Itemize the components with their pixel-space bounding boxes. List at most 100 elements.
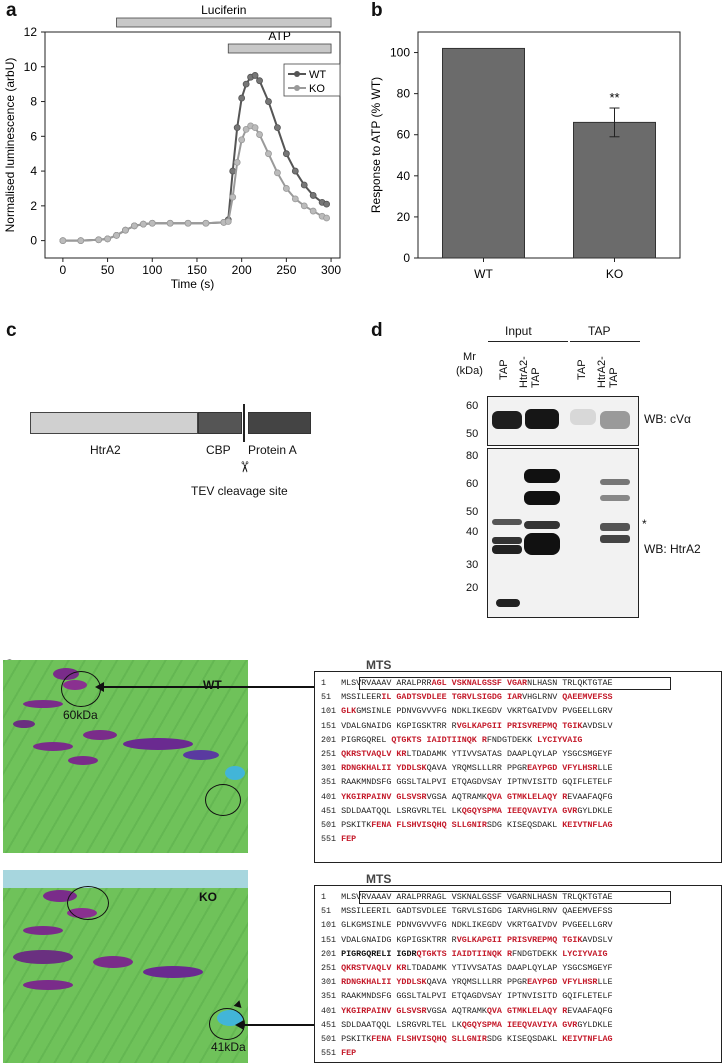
sequence-segment: MSSILEER: [341, 692, 382, 703]
data-point-KO: [282, 185, 290, 192]
sequence-segment: LTDADAMK YTIVVSATAS DAAPLQYLAP YSGCSMGEY…: [406, 749, 613, 759]
sequence-segment: 451: [321, 1019, 342, 1030]
plot-frame-a: [44, 31, 341, 259]
y-axis-label: Response to ATP (% WT): [369, 77, 383, 213]
bar-KO: [573, 121, 656, 259]
sequence-line: 451 SDLDAATQQL LSRGVRLTEL LKQGQYSPMA IEE…: [321, 1020, 613, 1030]
sequence-segment: 501: [321, 820, 342, 830]
sequence-line: 451 SDLDAATQQL LSRGVRLTEL LKQGQYSPMA IEE…: [321, 806, 613, 816]
x-tick-label: KO: [606, 267, 623, 281]
tev-cleavage-label: TEV cleavage site: [191, 484, 288, 498]
data-point-KO: [95, 236, 103, 244]
sequence-line: 151 VDALGNAIDG KGPIGSKTRR RVGLKAPGII PRI…: [321, 935, 613, 945]
sequence-segment: RDNGKHALII YDDLSK: [341, 763, 427, 774]
sequence-segment: QKTGTAE: [577, 678, 613, 688]
sequence-segment: FENA FLSHVISQHQ SLLGNIR: [371, 1034, 487, 1044]
sequence-segment: PIGRGQREL: [341, 734, 392, 745]
x-tick-label: 100: [142, 263, 162, 277]
sequence-segment: QAVA YRQMSLLLRR PPGR: [426, 977, 528, 988]
sequence-segment: NLHASN TRL: [527, 678, 578, 688]
sequence-segment: LTDADAMK YTIVVSATAS DAAPLQYLAP YSGCSMGEY…: [406, 963, 613, 973]
sequence-segment: GMSINLE PDNVGVVVFG NDKLIKEGDV VKRTGAIVDV…: [356, 706, 613, 717]
sequence-line: 251 QKRSTVAQLV KRLTDADAMK YTIVVSATAS DAA…: [321, 963, 613, 973]
legend-marker: [294, 85, 300, 91]
group-line-input: [488, 341, 568, 342]
sequence-segment: 201: [321, 734, 342, 745]
htra2-label: HtrA2: [90, 443, 121, 457]
gel-ko-label: KO: [199, 890, 217, 904]
panel-label-a: a: [6, 0, 17, 21]
lane-label-1: TAP: [498, 359, 510, 380]
lane-label-2: HtrA2- TAP: [518, 356, 542, 388]
data-point-WT: [251, 72, 259, 79]
y-tick-label: 10: [24, 60, 38, 74]
data-point-KO: [274, 169, 281, 177]
sequence-segment: RDNGKHALII YDDLSK: [341, 977, 427, 988]
sequence-segment: QKRSTVAQLV KR: [341, 963, 407, 973]
series-line-KO: [62, 124, 327, 242]
x-axis-label: Time (s): [171, 277, 215, 291]
tev-cleavage-marker: [243, 404, 245, 442]
sequence-segment: 201: [321, 948, 342, 959]
top-marker-60: 60: [466, 400, 479, 412]
data-point-WT: [233, 124, 241, 132]
data-point-WT: [265, 98, 272, 105]
sequence-line: 251 QKRSTVAQLV KRLTDADAMK YTIVVSATAS DAA…: [321, 749, 613, 759]
y-tick-label: 20: [397, 210, 411, 224]
y-tick-label: 80: [397, 87, 411, 101]
gel-ko: KO 41kDa: [3, 870, 248, 1063]
sequence-segment: YKGIRPAINV GLSVSR: [341, 791, 427, 802]
sequence-segment: QAEEMVEFSS: [562, 692, 613, 703]
sequence-line: 201 PIGRGQREL QTGKTS IAIDTIINQK RFNDGTDE…: [321, 735, 582, 745]
sequence-segment: 151: [321, 720, 342, 731]
mr-label: Mr (kDa): [456, 351, 483, 377]
group-label-tap: TAP: [588, 324, 611, 338]
y-tick-label: 8: [30, 95, 37, 109]
group-label-input: Input: [505, 324, 532, 338]
sequence-line: 351 RAAKMNDSFG GGSLTALPVI ETQAGDVSAY IPT…: [321, 777, 613, 787]
x-tick-label: WT: [474, 267, 493, 281]
sequence-segment: 401: [321, 791, 342, 802]
panel-label-c: c: [6, 320, 17, 341]
sequence-segment: 251: [321, 749, 342, 759]
series-line-WT: [62, 74, 327, 242]
sequence-segment: GYLDKLE: [577, 805, 613, 816]
sequence-segment: EVAAFAQFG: [567, 1005, 613, 1016]
treatment-bar-label: Luciferin: [201, 3, 246, 17]
lane-label-3: TAP: [576, 359, 588, 380]
wt-sequence-box: 1 MLSVRVAAAV ARALPRRAGL VSKNALGSSF VGARN…: [314, 671, 722, 863]
chart-a: 0 50 100 150 200 250 300 0 2 4 6 8 10 12 Time (s) Norma…: [3, 3, 341, 291]
sequence-segment: AGL VSKNALGSSF VGAR: [431, 678, 528, 688]
sequence-line: 401 YKGIRPAINV GLSVSRVGSA AQTRAMKQVA GTM…: [321, 792, 613, 802]
data-point-KO: [251, 124, 259, 132]
bottom-marker-30: 30: [466, 559, 479, 571]
sequence-segment: FNDGTDEKK: [486, 734, 538, 745]
sequence-segment: FENA FLSHVISQHQ SLLGNIR: [371, 820, 487, 830]
sequence-segment: FEP: [341, 834, 357, 845]
gel-wt-spot-label: 60kDa: [63, 708, 98, 722]
sequence-line: 101 GLKGMSINLE PDNVGVVVFG NDKLIKEGDV VKR…: [321, 920, 613, 930]
data-point-KO: [184, 219, 192, 227]
sequence-segment: 1: [321, 678, 342, 688]
data-point-WT: [242, 80, 250, 88]
gel-wt-label: WT: [203, 678, 222, 692]
x-tick-label: 300: [321, 263, 341, 277]
sequence-segment: IL GADTSVDLEE TGRVLSIGDG IAR: [381, 692, 523, 703]
sequence-segment: QKRSTVAQLV KR: [341, 749, 407, 759]
data-point-KO: [139, 220, 147, 228]
ko-mts-box: [359, 891, 671, 904]
sequence-segment: LYCIYVAIG: [537, 734, 583, 745]
sequence-segment: PSKITK: [341, 1034, 372, 1044]
sequence-segment: AVDSLV: [582, 934, 613, 945]
sequence-line: 51 MSSILEERIL GADTSVDLEE TGRVLSIGDG IARV…: [321, 906, 613, 916]
legend-box: [283, 63, 341, 97]
sequence-segment: SDLDAATQQL LSRGVRLTEL LK: [341, 1019, 462, 1030]
treatment-bar-label: ATP: [268, 29, 290, 43]
data-point-KO: [130, 222, 138, 230]
data-point-KO: [256, 131, 263, 138]
bar-WT: [442, 47, 525, 259]
sequence-segment: KEIVTNFLAG: [562, 820, 613, 830]
sequence-segment: VDALGNAIDG KGPIGSKTRR R: [341, 720, 457, 731]
scissors-icon: ✂: [235, 460, 253, 474]
sequence-line: 351 RAAKMNDSFG GGSLTALPVI ETQAGDVSAY IPT…: [321, 991, 613, 1001]
